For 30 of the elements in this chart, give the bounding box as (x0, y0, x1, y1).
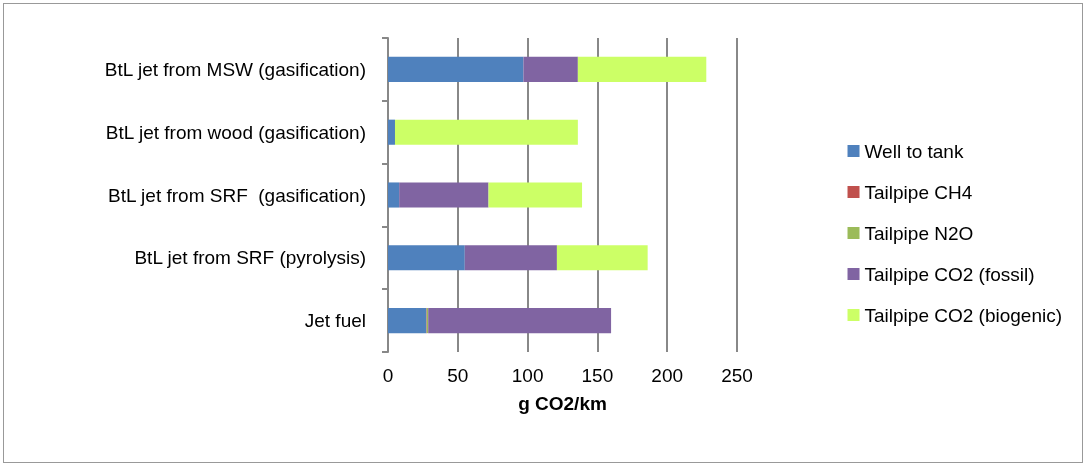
x-tick-label: 100 (511, 365, 544, 386)
x-axis-title: g CO2/km (518, 393, 607, 414)
bar (388, 56, 524, 82)
x-tick-label: 250 (721, 365, 753, 386)
bar (577, 56, 707, 82)
y-tick-label: BtL jet from wood (gasification) (105, 121, 366, 143)
bar (394, 119, 578, 145)
bar (488, 182, 583, 208)
bar (388, 119, 395, 145)
legend-label: Tailpipe CO2 (biogenic) (864, 304, 1063, 326)
bar (523, 56, 578, 82)
bar (399, 182, 489, 208)
legend-label: Tailpipe N2O (864, 222, 974, 244)
bar (388, 245, 465, 271)
bar (556, 245, 648, 271)
bar (388, 308, 427, 334)
y-tick-label: BtL jet from SRF (pyrolysis) (134, 247, 366, 269)
y-tick-label: BtL jet from SRF (gasification) (108, 184, 366, 206)
y-tick-label: Jet fuel (304, 310, 366, 332)
y-tick-label: BtL jet from MSW (gasification) (104, 58, 366, 80)
bar (464, 245, 557, 271)
x-tick-label: 50 (447, 365, 469, 386)
x-tick-label: 0 (382, 365, 394, 386)
bar (428, 308, 612, 334)
legend-label: Tailpipe CH4 (864, 181, 973, 203)
x-tick-label: 200 (651, 365, 684, 386)
x-tick-label: 150 (581, 365, 614, 386)
bar (388, 182, 400, 208)
legend-label: Well to tank (864, 140, 964, 162)
legend-label: Tailpipe CO2 (fossil) (864, 263, 1035, 285)
